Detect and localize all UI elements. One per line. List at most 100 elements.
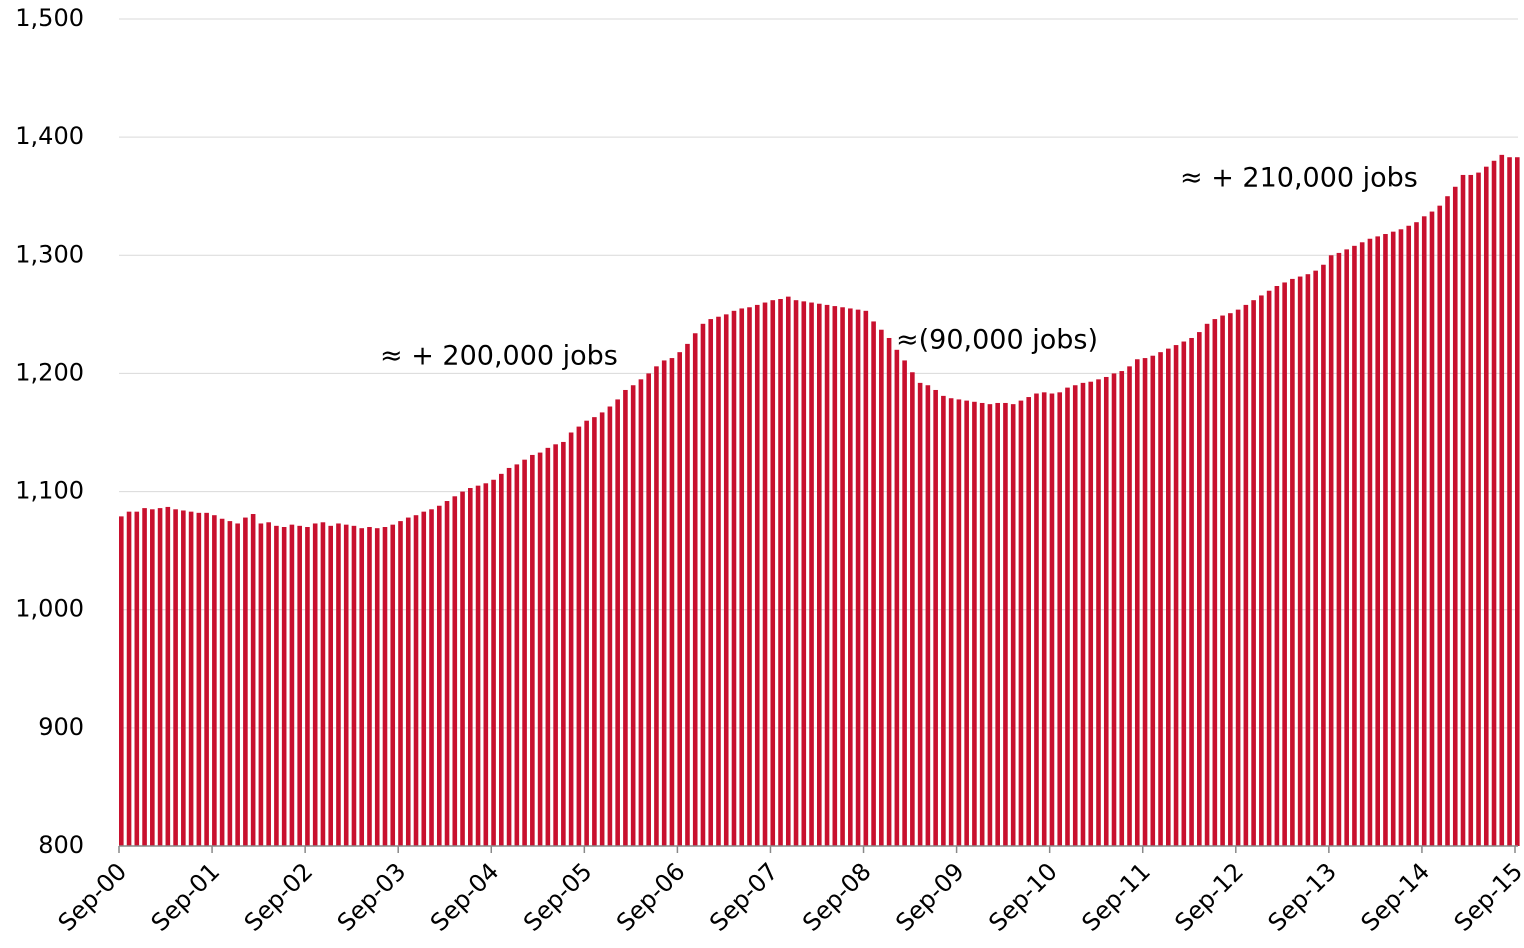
bar: [320, 522, 326, 846]
x-tick-label: Sep-15: [1449, 857, 1524, 937]
bar: [723, 314, 729, 846]
bar: [227, 521, 233, 846]
bar: [1452, 186, 1458, 846]
bar: [1065, 387, 1070, 846]
bar: [1127, 366, 1132, 846]
y-tick-label: 800: [38, 831, 84, 859]
y-tick-label: 1,200: [15, 358, 84, 386]
bar: [995, 402, 1000, 846]
bar: [212, 515, 217, 846]
bar: [1414, 222, 1419, 847]
bar: [917, 382, 923, 846]
bar: [173, 509, 178, 846]
bar: [266, 522, 271, 846]
bar: [545, 447, 551, 846]
bar: [1499, 154, 1505, 847]
bar: [181, 510, 186, 846]
bar: [468, 488, 473, 846]
bar: [126, 511, 132, 846]
bar: [785, 296, 791, 846]
annotation: ≈ + 210,000 jobs: [1180, 163, 1418, 194]
bar: [1057, 392, 1063, 846]
bar: [165, 506, 171, 846]
bar: [1243, 304, 1249, 846]
bar: [1197, 332, 1202, 846]
bar: [1235, 309, 1241, 846]
bar: [1336, 252, 1342, 846]
bar: [1220, 315, 1225, 846]
bar: [483, 483, 489, 846]
bar: [1181, 341, 1187, 846]
bar: [824, 304, 830, 846]
bar: [592, 417, 597, 846]
x-tick-label: Sep-03: [332, 857, 412, 937]
x-tick-label: Sep-12: [1169, 857, 1249, 937]
bar: [1266, 290, 1272, 846]
bar: [731, 310, 737, 846]
bar: [1437, 205, 1443, 846]
bar: [1111, 373, 1117, 846]
bar: [1460, 174, 1466, 846]
bar: [832, 306, 838, 846]
bar: [1313, 270, 1318, 846]
bar: [142, 508, 147, 846]
bar: [568, 432, 574, 846]
bar: [444, 501, 450, 846]
bar: [871, 321, 876, 847]
bar: [374, 528, 380, 846]
bar: [801, 301, 807, 846]
bar: [1251, 300, 1256, 846]
bar: [119, 516, 124, 846]
bar: [879, 329, 884, 847]
bar: [1282, 282, 1287, 846]
bar: [1515, 157, 1520, 846]
bar: [537, 452, 543, 846]
bar: [1026, 397, 1031, 846]
bar: [925, 385, 931, 846]
bar: [615, 399, 620, 846]
bar: [134, 511, 140, 846]
bar: [1010, 404, 1016, 846]
bar: [1406, 225, 1412, 846]
y-tick-label: 900: [38, 713, 84, 741]
bar: [1507, 157, 1512, 846]
bar: [289, 524, 295, 846]
bar: [219, 518, 225, 846]
bar: [809, 302, 814, 846]
bar: [1352, 245, 1357, 846]
bar: [661, 360, 667, 846]
bar: [336, 523, 341, 846]
bar: [654, 366, 659, 846]
bar: [429, 509, 434, 846]
bar: [499, 473, 504, 846]
bar: [1049, 393, 1055, 846]
bar: [382, 527, 388, 846]
bar: [1173, 345, 1179, 846]
bar: [886, 337, 892, 846]
bar: [297, 525, 302, 846]
bar: [817, 303, 822, 847]
bar: [677, 352, 682, 846]
bar: [436, 505, 442, 846]
annotation: ≈ + 200,000 jobs: [380, 341, 618, 372]
bar: [964, 400, 969, 846]
bar: [328, 525, 333, 846]
bar: [933, 389, 938, 846]
bar: [956, 399, 962, 846]
x-tick-label: Sep-14: [1356, 857, 1436, 937]
bar: [1390, 231, 1396, 846]
bar: [196, 512, 202, 846]
bar: [1328, 255, 1334, 847]
bar: [840, 307, 845, 847]
bar: [1088, 381, 1094, 846]
bar: [514, 464, 520, 846]
x-tick-label: Sep-05: [518, 857, 598, 937]
bar: [452, 496, 458, 846]
bar: [1096, 379, 1101, 846]
bar: [1476, 172, 1481, 847]
bar: [708, 319, 714, 846]
bar: [630, 385, 636, 846]
y-tick-label: 1,000: [15, 595, 84, 623]
bar: [979, 402, 985, 846]
bar: [522, 459, 527, 846]
